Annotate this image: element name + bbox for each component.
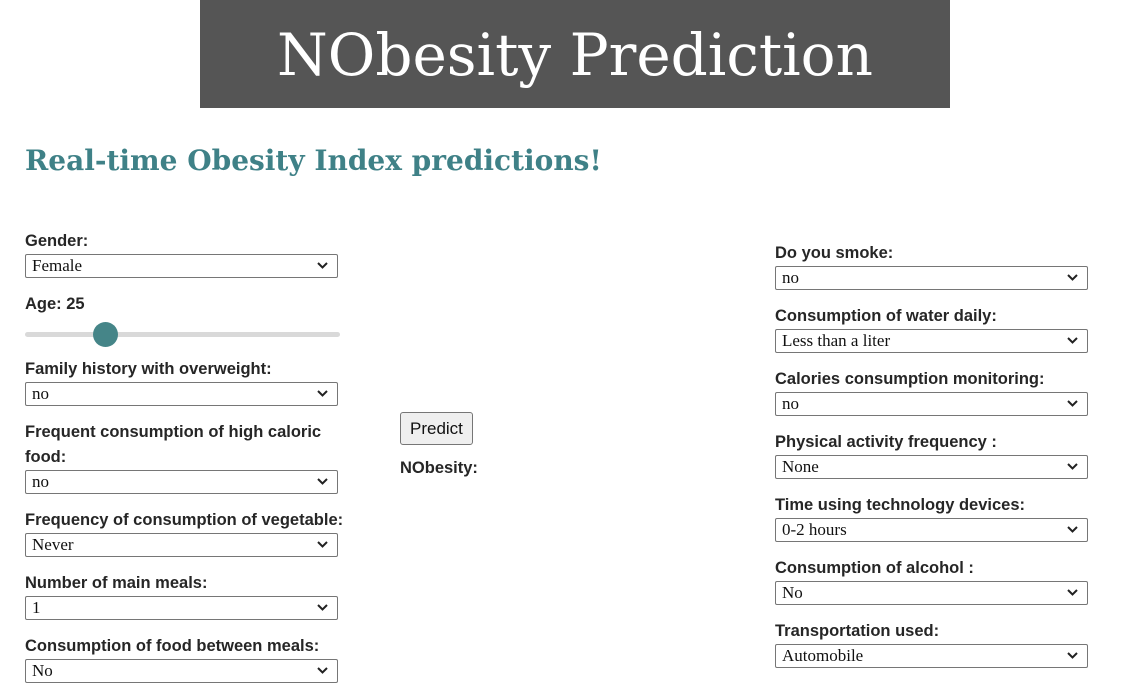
chevron-down-icon [1067, 274, 1078, 281]
technology-select-value: 0-2 hours [782, 520, 847, 539]
main-meals-select[interactable]: 1 [25, 596, 338, 620]
age-label-prefix: Age: [25, 295, 67, 313]
alcohol-field: Consumption of alcohol : No [775, 556, 1115, 605]
smoke-label: Do you smoke: [775, 244, 894, 262]
chevron-down-icon [317, 667, 328, 674]
header-banner: NObesity Prediction [200, 0, 950, 108]
between-meals-label: Consumption of food between meals: [25, 637, 320, 655]
age-label-value: 25 [66, 295, 85, 313]
calories-label: Calories consumption monitoring: [775, 370, 1045, 388]
between-meals-field: Consumption of food between meals: No [25, 634, 365, 683]
chevron-down-icon [317, 604, 328, 611]
vegetable-select-value: Never [32, 535, 74, 554]
chevron-down-icon [1067, 400, 1078, 407]
right-form-column: Do you smoke: no Consumption of water da… [775, 241, 1115, 682]
age-slider-thumb[interactable] [92, 322, 118, 347]
transport-field: Transportation used: Automobile [775, 619, 1115, 668]
age-slider-track[interactable] [25, 332, 340, 337]
chevron-down-icon [317, 262, 328, 269]
water-select[interactable]: Less than a liter [775, 329, 1088, 353]
chevron-down-icon [1067, 526, 1078, 533]
activity-field: Physical activity frequency : None [775, 430, 1115, 479]
technology-field: Time using technology devices: 0-2 hours [775, 493, 1115, 542]
family-history-select[interactable]: no [25, 382, 338, 406]
chevron-down-icon [317, 541, 328, 548]
calories-field: Calories consumption monitoring: no [775, 367, 1115, 416]
technology-select[interactable]: 0-2 hours [775, 518, 1088, 542]
calories-select-value: no [782, 394, 799, 413]
smoke-field: Do you smoke: no [775, 241, 1115, 290]
chevron-down-icon [1067, 463, 1078, 470]
gender-select-value: Female [32, 256, 83, 275]
activity-select-value: None [782, 457, 819, 476]
chevron-down-icon [1067, 589, 1078, 596]
main-meals-label: Number of main meals: [25, 574, 208, 592]
between-meals-select-value: No [32, 661, 53, 680]
main-meals-field: Number of main meals: 1 [25, 571, 365, 620]
alcohol-label: Consumption of alcohol : [775, 559, 974, 577]
age-slider[interactable] [25, 319, 340, 349]
nobesity-result-label: NObesity: [400, 459, 478, 477]
transport-label: Transportation used: [775, 622, 940, 640]
left-form-column: Gender: Female Age: 25 Family history wi… [25, 229, 365, 696]
activity-select[interactable]: None [775, 455, 1088, 479]
water-field: Consumption of water daily: Less than a … [775, 304, 1115, 353]
family-history-select-value: no [32, 384, 49, 403]
chevron-down-icon [1067, 337, 1078, 344]
gender-label: Gender: [25, 232, 89, 250]
transport-select-value: Automobile [782, 646, 864, 665]
chevron-down-icon [1067, 652, 1078, 659]
between-meals-select[interactable]: No [25, 659, 338, 683]
vegetable-select[interactable]: Never [25, 533, 338, 557]
activity-label: Physical activity frequency : [775, 433, 997, 451]
vegetable-label: Frequency of consumption of vegetable: [25, 511, 344, 529]
age-field: Age: 25 [25, 292, 365, 349]
chevron-down-icon [317, 478, 328, 485]
water-label: Consumption of water daily: [775, 307, 997, 325]
family-history-label: Family history with overweight: [25, 360, 272, 378]
family-history-field: Family history with overweight: no [25, 357, 365, 406]
smoke-select[interactable]: no [775, 266, 1088, 290]
alcohol-select-value: No [782, 583, 803, 602]
main-meals-select-value: 1 [32, 598, 41, 617]
smoke-select-value: no [782, 268, 799, 287]
high-caloric-select[interactable]: no [25, 470, 338, 494]
predict-button[interactable]: Predict [400, 412, 473, 445]
technology-label: Time using technology devices: [775, 496, 1026, 514]
alcohol-select[interactable]: No [775, 581, 1088, 605]
calories-select[interactable]: no [775, 392, 1088, 416]
high-caloric-select-value: no [32, 472, 49, 491]
vegetable-field: Frequency of consumption of vegetable: N… [25, 508, 365, 557]
age-label: Age: 25 [25, 292, 365, 317]
high-caloric-field: Frequent consumption of high caloric foo… [25, 420, 365, 494]
gender-select[interactable]: Female [25, 254, 338, 278]
transport-select[interactable]: Automobile [775, 644, 1088, 668]
gender-field: Gender: Female [25, 229, 365, 278]
high-caloric-label: Frequent consumption of high caloric foo… [25, 423, 322, 466]
page-subtitle: Real-time Obesity Index predictions! [25, 144, 602, 177]
app-title: NObesity Prediction [277, 21, 873, 89]
chevron-down-icon [317, 390, 328, 397]
water-select-value: Less than a liter [782, 331, 891, 350]
